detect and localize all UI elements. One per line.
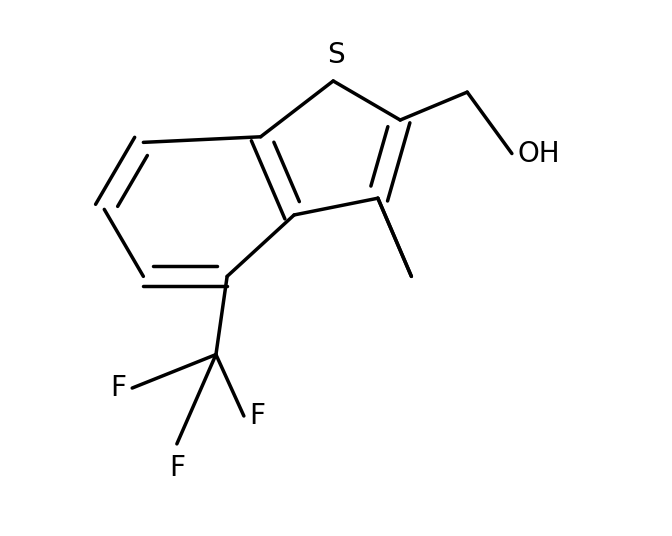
Text: F: F xyxy=(111,374,126,402)
Text: F: F xyxy=(169,454,185,482)
Text: F: F xyxy=(249,402,265,430)
Text: S: S xyxy=(327,41,345,69)
Text: OH: OH xyxy=(517,139,560,168)
